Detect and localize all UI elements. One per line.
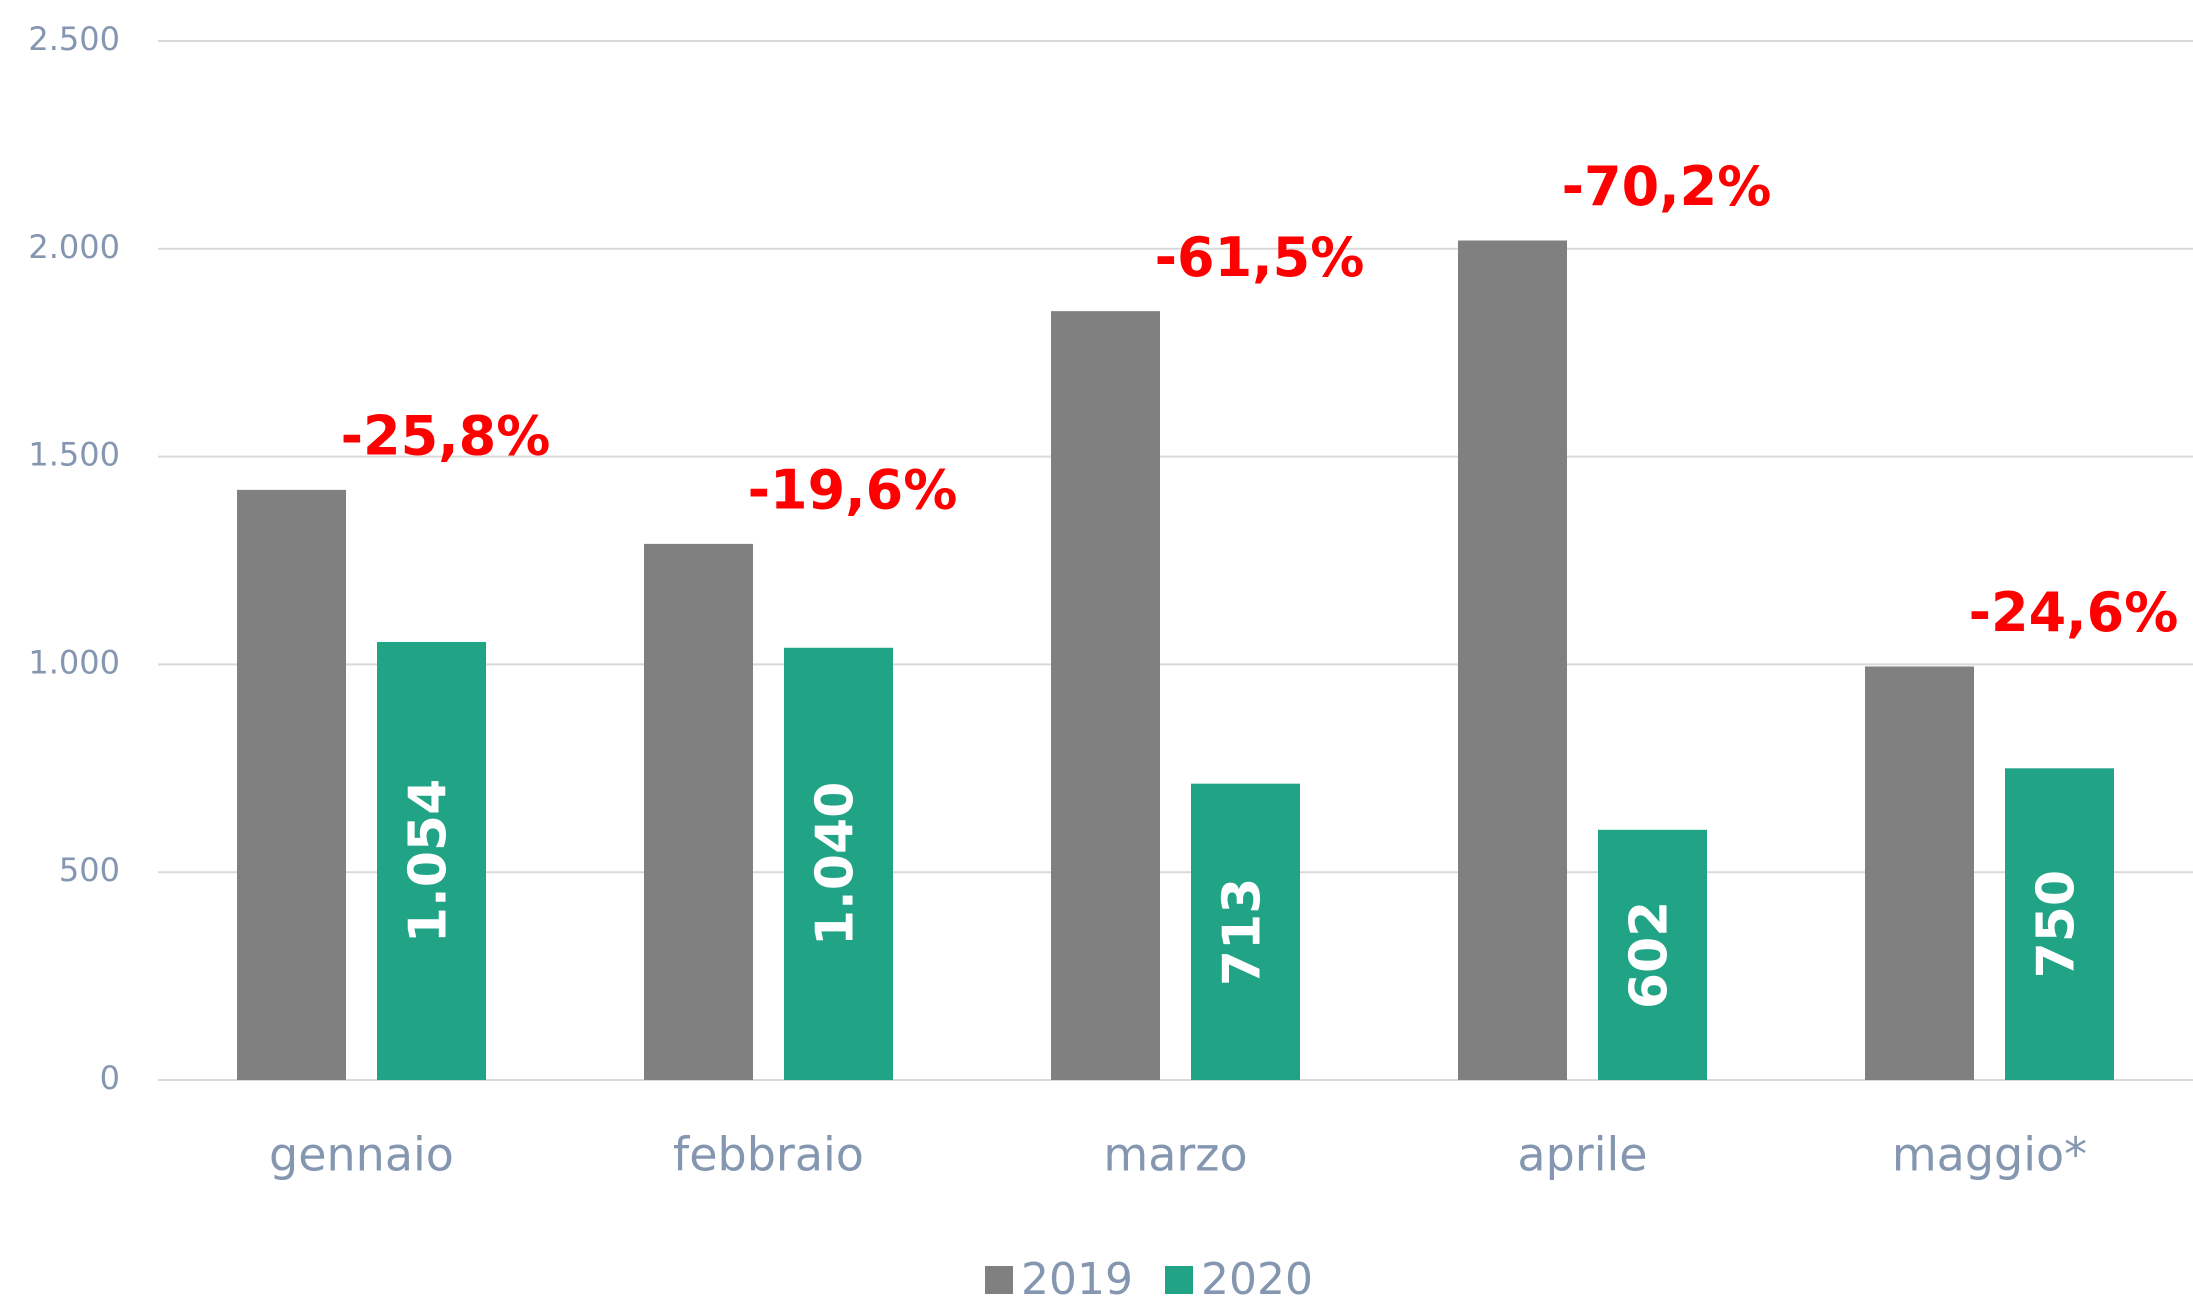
bar <box>1865 666 1974 1080</box>
y-tick-label: 2.500 <box>28 20 120 58</box>
annotation: -19,6% <box>748 459 958 522</box>
x-tick-label: maggio* <box>1892 1128 2087 1182</box>
bar <box>2005 768 2114 1080</box>
y-tick-label: 1.000 <box>28 643 120 681</box>
y-tick-label: 500 <box>59 851 120 889</box>
legend-label: 2020 <box>1201 1254 1313 1305</box>
value-label: 1.040 <box>806 782 866 946</box>
legend-swatch <box>985 1266 1013 1294</box>
legend-label: 2019 <box>1021 1254 1133 1305</box>
value-label: 713 <box>1213 878 1273 987</box>
x-tick-label: febbraio <box>673 1128 864 1182</box>
bar <box>237 489 346 1080</box>
bar <box>1598 829 1707 1080</box>
bar <box>1051 311 1160 1080</box>
bar <box>1191 783 1300 1080</box>
bar <box>377 641 486 1080</box>
value-label: 750 <box>2027 870 2087 979</box>
annotation: -25,8% <box>341 404 551 467</box>
x-tick-label: marzo <box>1103 1128 1247 1182</box>
annotation: -61,5% <box>1155 226 1365 289</box>
bar <box>1458 240 1567 1080</box>
y-tick-label: 0 <box>100 1059 120 1097</box>
annotation: -70,2% <box>1562 155 1772 218</box>
annotation: -24,6% <box>1969 581 2179 644</box>
legend-swatch <box>1165 1266 1193 1294</box>
bar <box>644 543 753 1080</box>
x-tick-label: gennaio <box>269 1128 454 1182</box>
value-label: 1.054 <box>399 779 459 943</box>
bar <box>784 647 893 1080</box>
x-tick-label: aprile <box>1517 1128 1647 1182</box>
value-label: 602 <box>1620 901 1680 1010</box>
y-tick-label: 2.000 <box>28 228 120 266</box>
y-tick-label: 1.500 <box>28 436 120 474</box>
